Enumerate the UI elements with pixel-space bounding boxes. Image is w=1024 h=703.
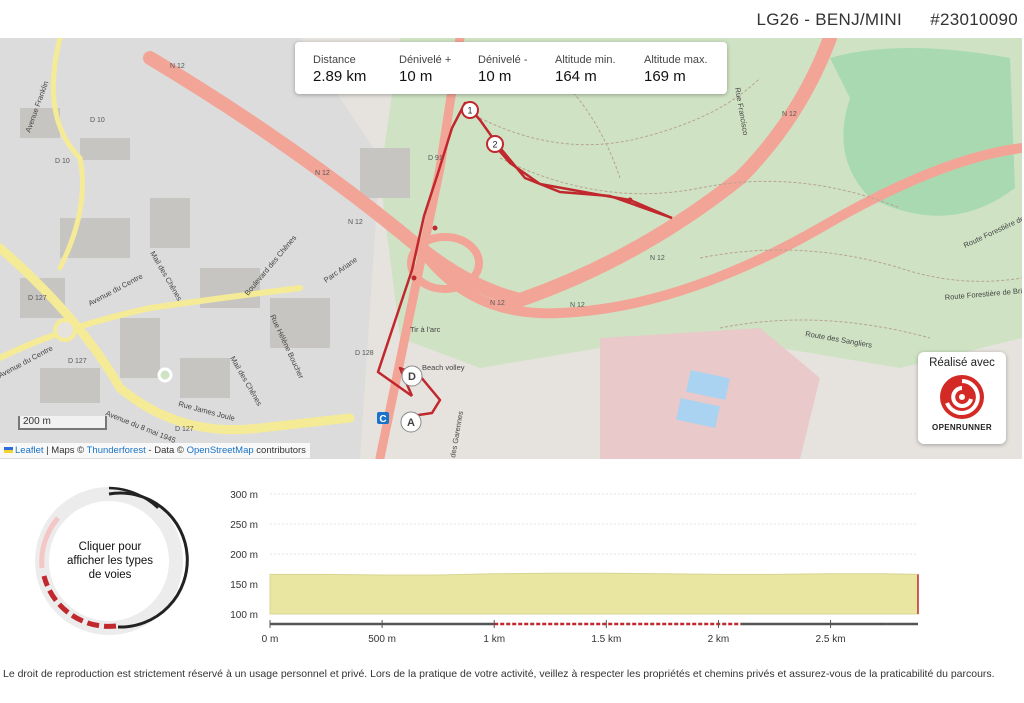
pool-2 [676,398,720,428]
track-arrow [411,275,417,281]
stats-panel: Distance 2.89 km Dénivelé + 10 m Dénivel… [295,42,727,94]
attrib-text: - Data © [145,445,187,456]
gps-track [376,101,673,418]
ring-segment-trail [41,575,117,629]
svg-text:N 12: N 12 [315,170,330,177]
marker-km1[interactable]: 1 [461,101,479,119]
pool-1 [686,370,730,400]
svg-text:N 12: N 12 [490,300,505,307]
road-types-ring[interactable] [28,480,190,642]
scale-label: 200 m [23,416,51,427]
svg-text:D: D [408,371,416,383]
elevation-profile[interactable]: 300 m 250 m 200 m 150 m 100 m 0 m 500 m 1 km 1.5… [200,480,940,650]
y-tick-label: 300 m [230,490,258,501]
svg-text:D 127: D 127 [28,295,47,302]
marker-start[interactable]: D [401,365,423,387]
marker-end[interactable]: A [400,411,422,433]
stat-value: 10 m [399,68,433,85]
svg-text:N 12: N 12 [782,111,797,118]
x-tick-label: 500 m [368,634,396,645]
stat-altitude-min: Altitude min. 164 m [555,54,616,85]
track-arrow [432,225,438,231]
roundabout-2 [157,367,173,383]
stat-altitude-max: Altitude max. 169 m [644,54,708,85]
y-tick-label: 150 m [230,580,258,591]
svg-text:2: 2 [492,140,497,150]
stat-label: Dénivelé + [399,54,452,66]
leaflet-link[interactable]: Leaflet [15,445,44,456]
road-departmental [0,38,355,435]
svg-text:C: C [379,414,386,425]
track-arrow [627,197,633,203]
svg-text:N 12: N 12 [650,255,665,262]
svg-text:D 91: D 91 [428,155,443,162]
attribution: Leaflet | Maps © Thunderforest - Data © … [0,443,310,458]
brand-name: OPENRUNNER [932,423,992,432]
ring-segment-path [39,516,60,569]
stat-elevation-gain: Dénivelé + 10 m [399,54,451,85]
openrunner-badge[interactable]: Réalisé avec OPENRUNNER [918,352,1006,444]
scale-bar: 200 m [18,416,107,430]
ring-inner [49,501,169,621]
svg-text:Tir à l'arc: Tir à l'arc [410,325,441,334]
thunderforest-link[interactable]: Thunderforest [86,445,146,456]
stat-value: 169 m [644,68,686,85]
svg-text:1: 1 [467,106,472,116]
road-labels: N 12 N 12 N 12 N 12 N 12 N 12 N 12 D 10 … [28,63,797,433]
attrib-text: | Maps © [43,445,87,456]
marker-km2[interactable]: 2 [486,135,504,153]
y-tick-label: 100 m [230,610,258,621]
svg-text:D 127: D 127 [68,358,87,365]
stat-value: 10 m [478,68,512,85]
osm-link[interactable]: OpenStreetMap [186,445,254,456]
stat-label: Altitude max. [644,54,708,66]
x-tick-label: 1 km [483,634,505,645]
x-tick-label: 0 m [262,634,279,645]
park-area [830,48,1015,216]
elevation-area [269,572,919,615]
stat-label: Distance [313,54,356,66]
attrib-text: contributors [253,445,306,456]
svg-text:D 128: D 128 [355,350,374,357]
openrunner-logo-icon [940,375,984,419]
made-with-label: Réalisé avec [929,357,995,369]
x-tick-label: 2.5 km [816,634,846,645]
buildings [20,108,410,403]
svg-text:N 12: N 12 [348,219,363,226]
roundabout-1 [53,318,77,342]
svg-text:N 12: N 12 [170,63,185,70]
y-tick-label: 200 m [230,550,258,561]
stat-value: 164 m [555,68,597,85]
flag-icon [4,447,13,453]
y-tick-label: 250 m [230,520,258,531]
poi-marker[interactable]: C [377,412,389,425]
svg-text:N 12: N 12 [570,302,585,309]
header: LG26 - BENJ/MINI #23010090 [0,0,1024,38]
svg-text:D 10: D 10 [90,117,105,124]
route-name: LG26 - BENJ/MINI [756,10,902,29]
stat-elevation-loss: Dénivelé - 10 m [478,54,528,85]
svg-text:D 127: D 127 [175,426,194,433]
ring-prompt[interactable]: Cliquer pour afficher les types de voies [66,541,154,581]
svg-text:A: A [407,417,415,429]
stat-label: Dénivelé - [478,54,528,66]
map-canvas[interactable]: 1 2 D A C N 12 N 12 N 12 N 12 N 12 N 12 … [0,38,1022,459]
stat-value: 2.89 km [313,68,367,85]
route-id: #23010090 [930,10,1018,29]
svg-text:Beach volley: Beach volley [422,363,465,372]
legal-notice: Le droit de reproduction est strictement… [3,668,995,680]
svg-text:D 10: D 10 [55,158,70,165]
stat-label: Altitude min. [555,54,616,66]
map[interactable]: 1 2 D A C N 12 N 12 N 12 N 12 N 12 N 12 … [0,38,1022,459]
stat-distance: Distance 2.89 km [313,54,366,85]
x-tick-label: 2 km [708,634,730,645]
ring-segment-outer [108,486,159,509]
x-tick-label: 1.5 km [591,634,621,645]
